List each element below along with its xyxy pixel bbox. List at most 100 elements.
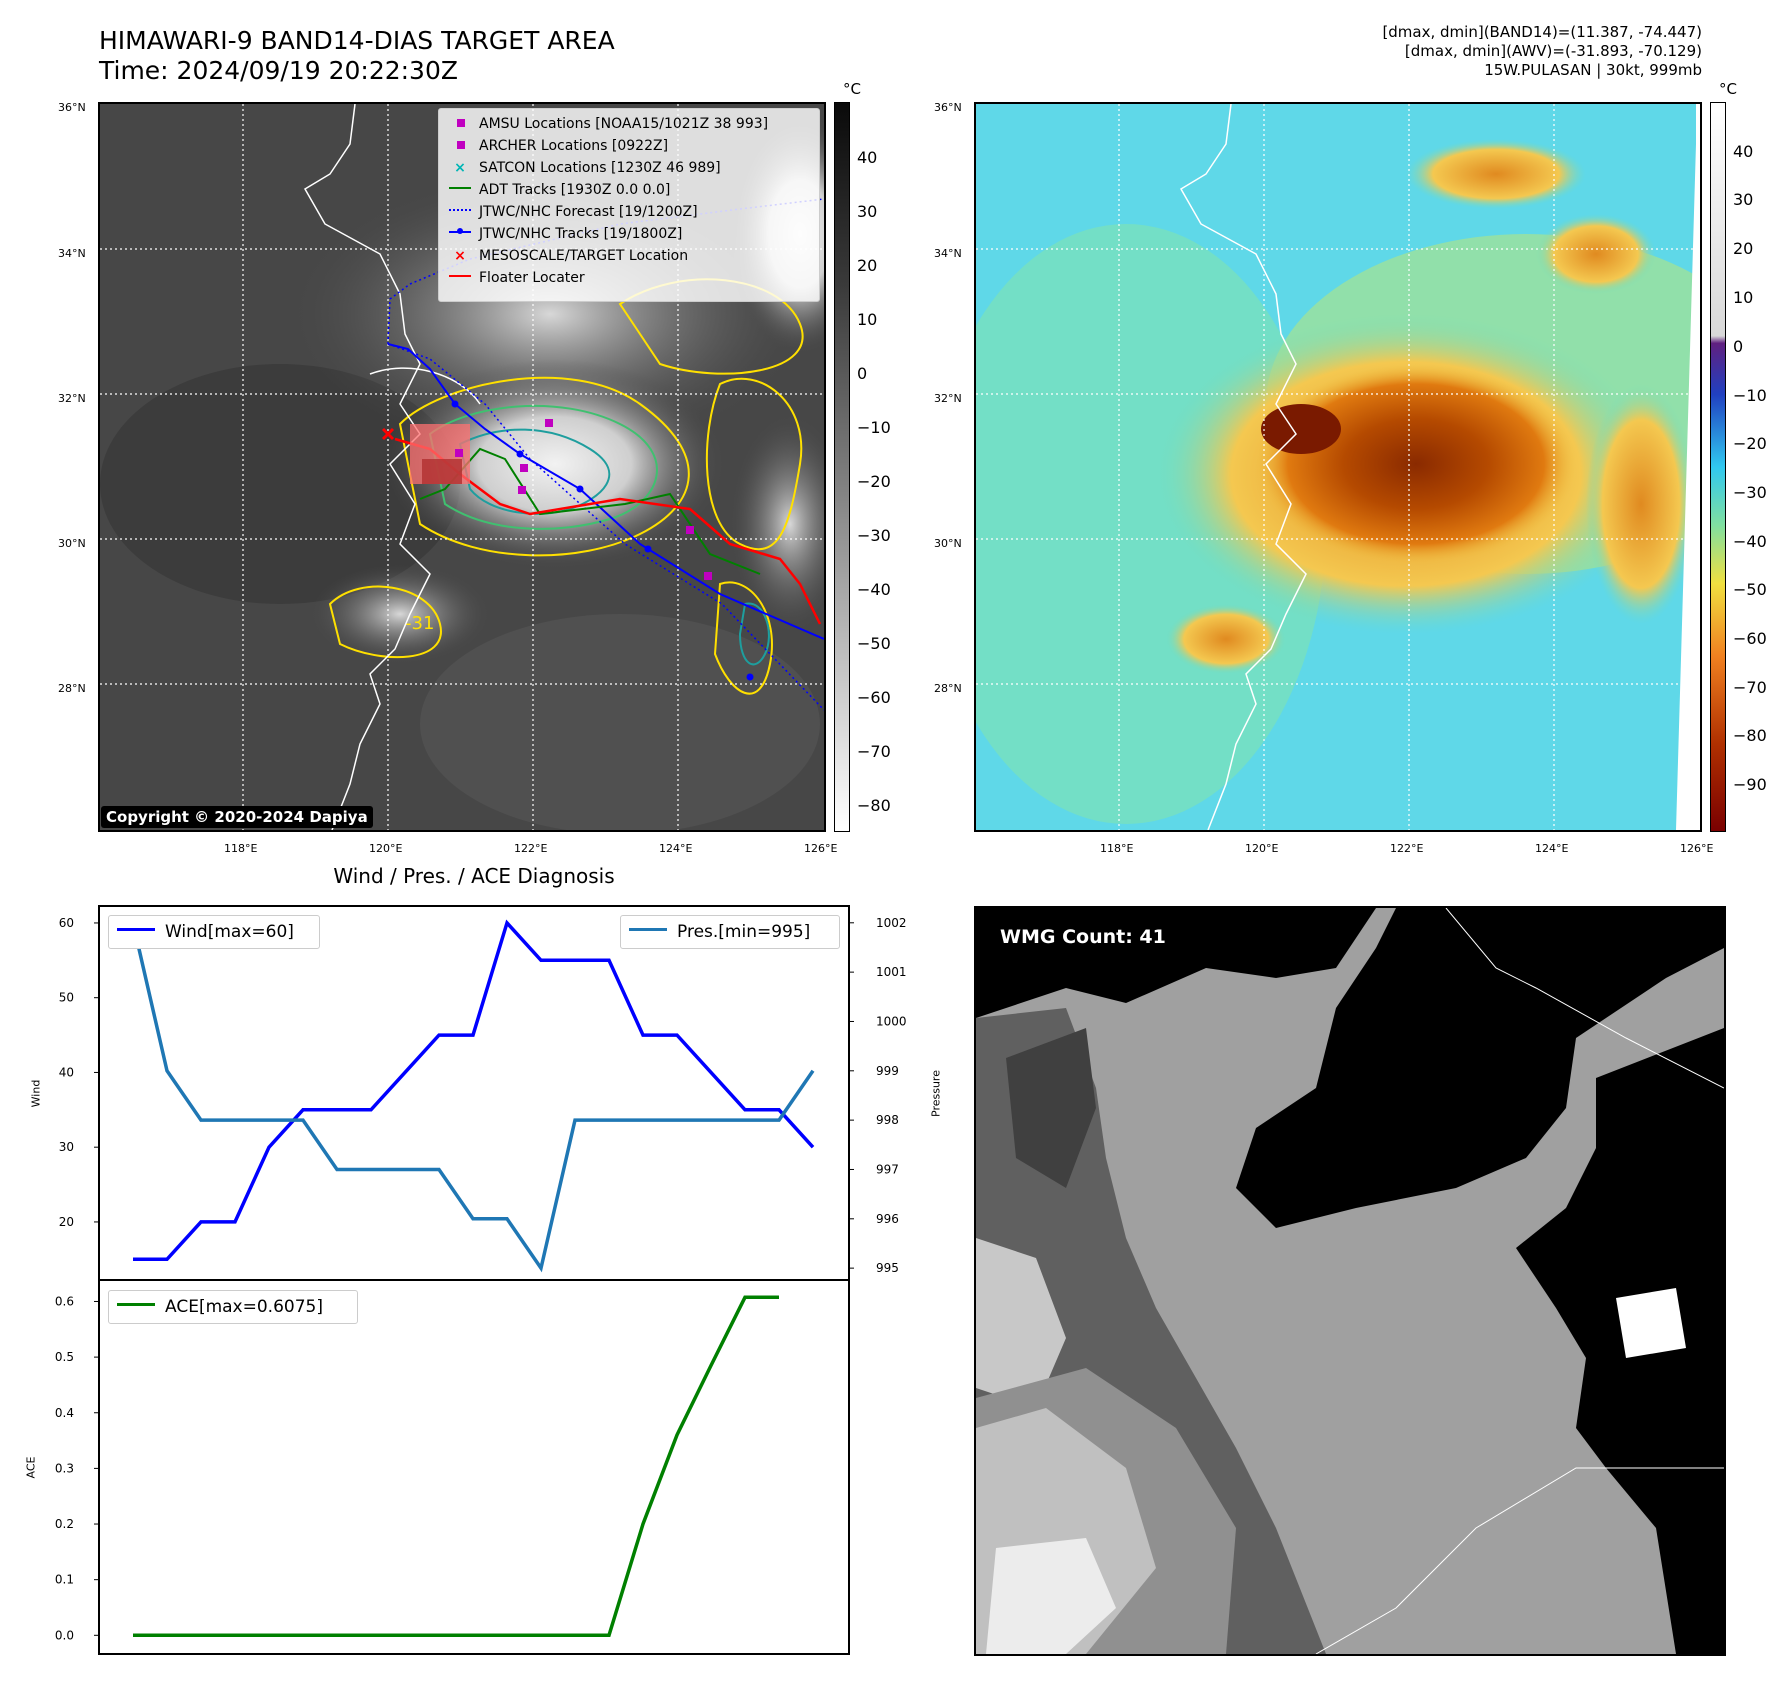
legend-item-tracks: JTWC/NHC Tracks [19/1800Z]: [449, 223, 682, 245]
ace-axis: 0.6 0.5 0.4 0.3 0.2 0.1 0.0: [55, 1294, 99, 1642]
ir-map-panel: -31 AMSU Locations [NOAA15/1021Z 38 993]: [98, 102, 826, 832]
pressure-tick-label: 1001: [876, 965, 907, 979]
right-colorbar-tick: 0: [1733, 337, 1744, 356]
lon-tick: 118°E: [224, 842, 258, 855]
left-colorbar-tick: −70: [857, 742, 891, 761]
line-marker-icon: [449, 187, 471, 189]
lon-tick: 124°E: [659, 842, 693, 855]
contour-label: -31: [405, 613, 434, 634]
x-marker-icon: ×: [454, 248, 466, 264]
line-marker-icon: [449, 275, 471, 277]
right-colorbar-tick: 10: [1733, 288, 1754, 307]
pressure-tick-label: 999: [876, 1064, 899, 1078]
wind-series-line: [133, 919, 815, 1262]
right-colorbar-tick: −10: [1733, 386, 1767, 405]
ace-axis-label: ACE: [24, 1456, 38, 1479]
left-colorbar-unit: °C: [843, 80, 861, 98]
lat-tick: 34°N: [58, 247, 86, 260]
diagnosis-title: Wind / Pres. / ACE Diagnosis: [333, 864, 615, 888]
right-colorbar-tick: −90: [1733, 775, 1767, 794]
wind-tick-label: 20: [59, 1215, 74, 1229]
lat-tick: 32°N: [934, 392, 962, 405]
pressure-series-line: [131, 922, 815, 1273]
lat-tick: 30°N: [58, 537, 86, 550]
wind-legend: Wind[max=60]: [108, 915, 320, 949]
ace-tick-label: 0.1: [55, 1573, 74, 1587]
ace-legend: ACE[max=0.6075]: [108, 1290, 358, 1324]
ace-tick-label: 0.5: [55, 1350, 74, 1364]
lat-tick: 32°N: [58, 392, 86, 405]
right-colorbar-tick: 40: [1733, 142, 1754, 161]
awv-map-image: [976, 104, 1700, 830]
lon-tick: 122°E: [1390, 842, 1424, 855]
pressure-tick-label: 998: [876, 1113, 899, 1127]
left-colorbar-tick: 10: [857, 310, 878, 329]
map-legend: AMSU Locations [NOAA15/1021Z 38 993] ARC…: [438, 108, 820, 302]
wind-tick-label: 60: [59, 916, 74, 930]
chart-time: Time: 2024/09/19 20:22:30Z: [99, 56, 458, 85]
line-dot-icon: [449, 228, 471, 234]
pressure-line-icon: [629, 928, 667, 931]
left-colorbar-tick: 30: [857, 202, 878, 221]
left-colorbar-tick: −20: [857, 472, 891, 491]
lat-tick: 28°N: [934, 682, 962, 695]
wind-axis: 60 50 40 30 20: [59, 916, 99, 1229]
left-colorbar-tick: −50: [857, 634, 891, 653]
ace-tick-label: 0.6: [55, 1294, 74, 1308]
lat-tick: 28°N: [58, 682, 86, 695]
pressure-tick-label: 997: [876, 1162, 899, 1176]
legend-item-satcon: × SATCON Locations [1230Z 46 989]: [449, 157, 721, 179]
right-colorbar-tick: −20: [1733, 434, 1767, 453]
pressure-legend: Pres.[min=995]: [620, 915, 840, 949]
legend-item-adt: ADT Tracks [1930Z 0.0 0.0]: [449, 179, 670, 201]
right-colorbar-tick: −30: [1733, 483, 1767, 502]
info-storm: 15W.PULASAN | 30kt, 999mb: [1484, 61, 1702, 79]
wind-line-icon: [117, 928, 155, 931]
copyright-badge: Copyright © 2020-2024 Dapiya: [101, 806, 373, 828]
lon-tick: 124°E: [1535, 842, 1569, 855]
lon-tick: 126°E: [804, 842, 838, 855]
wmg-image: [976, 908, 1724, 1654]
wind-tick-label: 40: [59, 1065, 74, 1079]
left-colorbar-tick: −30: [857, 526, 891, 545]
ace-series-line: [133, 1295, 779, 1638]
wind-tick-label: 50: [59, 991, 74, 1005]
right-colorbar-unit: °C: [1719, 80, 1737, 98]
left-colorbar-tick: −60: [857, 688, 891, 707]
right-colorbar-tick: 20: [1733, 239, 1754, 258]
pressure-tick-label: 1000: [876, 1014, 907, 1028]
right-colorbar-tick: 30: [1733, 190, 1754, 209]
right-colorbar-tick: −80: [1733, 726, 1767, 745]
lon-tick: 120°E: [1245, 842, 1279, 855]
pressure-tick-label: 996: [876, 1212, 899, 1226]
x-marker-icon: ×: [454, 160, 466, 176]
legend-item-target: × MESOSCALE/TARGET Location: [449, 245, 688, 267]
legend-item-amsu: AMSU Locations [NOAA15/1021Z 38 993]: [449, 113, 768, 135]
legend-item-floater: Floater Locater: [449, 267, 585, 289]
left-colorbar-tick: 0: [857, 364, 868, 383]
chart-title: HIMAWARI-9 BAND14-DIAS TARGET AREA: [99, 26, 615, 55]
left-colorbar-tick: −40: [857, 580, 891, 599]
left-colorbar: [834, 102, 850, 832]
lon-tick: 118°E: [1100, 842, 1134, 855]
legend-item-forecast: JTWC/NHC Forecast [19/1200Z]: [449, 201, 698, 223]
left-colorbar-tick: −80: [857, 796, 891, 815]
right-colorbar-tick: −60: [1733, 629, 1767, 648]
wind-axis-label: Wind: [29, 1079, 43, 1108]
wmg-count-badge: WMG Count: 41: [992, 922, 1174, 952]
lon-tick: 120°E: [369, 842, 403, 855]
right-colorbar-tick: −50: [1733, 580, 1767, 599]
info-awv: [dmax, dmin](AWV)=(-31.893, -70.129): [1404, 42, 1702, 60]
right-colorbar: [1710, 102, 1726, 832]
square-marker-icon: [457, 119, 465, 127]
left-colorbar-tick: 20: [857, 256, 878, 275]
lat-tick: 30°N: [934, 537, 962, 550]
lon-tick: 126°E: [1680, 842, 1714, 855]
ace-tick-label: 0.3: [55, 1461, 74, 1475]
lat-tick: 36°N: [934, 101, 962, 114]
pressure-tick-label: 995: [876, 1261, 899, 1275]
left-colorbar-tick: −10: [857, 418, 891, 437]
pressure-tick-label: 1002: [876, 916, 907, 930]
right-colorbar-tick: −70: [1733, 678, 1767, 697]
pressure-axis: 1002 1001 1000 999 998 997 996 995: [849, 916, 907, 1275]
